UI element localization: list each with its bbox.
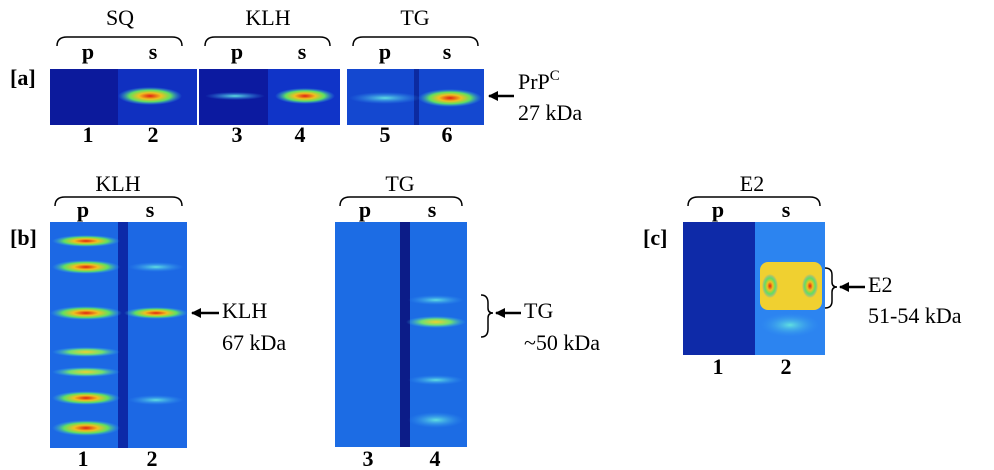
group-title: KLH (245, 5, 290, 30)
lane-label: s (298, 39, 307, 64)
annotation: ~50 kDa (524, 330, 600, 355)
lane-number: 1 (713, 354, 724, 379)
panel-c: [c] E2 p s 1 2 E2 51-54 kDa (643, 171, 962, 379)
lane-number: 2 (148, 122, 159, 147)
lane-label: s (149, 39, 158, 64)
group-title: KLH (95, 171, 140, 196)
bracket (824, 267, 838, 309)
lane-label: p (231, 39, 243, 64)
lane-number: 4 (295, 122, 306, 147)
bracket (480, 294, 494, 338)
lane-label: p (359, 197, 371, 222)
lane-number: 2 (147, 446, 158, 470)
panel-a: [a] SQ KLH TG p s p s p s 1 2 3 4 5 6 Pr… (10, 5, 582, 147)
lane-number: 6 (442, 122, 453, 147)
annotation: 27 kDa (518, 100, 582, 125)
panel-b: [b] KLH TG p s p s 1 2 3 4 KLH 67 kDa TG… (10, 171, 600, 470)
bracket (339, 196, 463, 207)
panel-label: [c] (643, 225, 667, 250)
bracket (352, 36, 479, 47)
lane-number: 3 (232, 122, 243, 147)
lane-number: 5 (380, 122, 391, 147)
annotation: 67 kDa (222, 330, 286, 355)
bracket (687, 196, 821, 207)
lane-label: p (379, 39, 391, 64)
group-title: E2 (740, 171, 764, 196)
annotation: 51-54 kDa (868, 303, 962, 328)
lane-label: p (77, 197, 89, 222)
lane-number: 1 (78, 446, 89, 470)
lane-label: s (782, 197, 791, 222)
bracket (56, 36, 183, 47)
bracket (54, 196, 183, 207)
lane-number: 2 (781, 354, 792, 379)
lane-label: s (443, 39, 452, 64)
lane-number: 4 (430, 446, 441, 470)
lane-label: s (146, 197, 155, 222)
annotation: TG (524, 298, 553, 323)
lane-number: 3 (363, 446, 374, 470)
group-title: TG (385, 171, 414, 196)
lane-number: 1 (83, 122, 94, 147)
lane-label: p (712, 197, 724, 222)
panel-label: [b] (10, 225, 37, 250)
group-title: SQ (106, 5, 134, 30)
group-title: TG (400, 5, 429, 30)
annotation: KLH (222, 298, 267, 323)
annotation: E2 (868, 272, 892, 297)
annotation: PrPC (518, 68, 560, 94)
bracket (204, 36, 331, 47)
lane-label: p (82, 39, 94, 64)
lane-label: s (428, 197, 437, 222)
panel-label: [a] (10, 65, 36, 90)
